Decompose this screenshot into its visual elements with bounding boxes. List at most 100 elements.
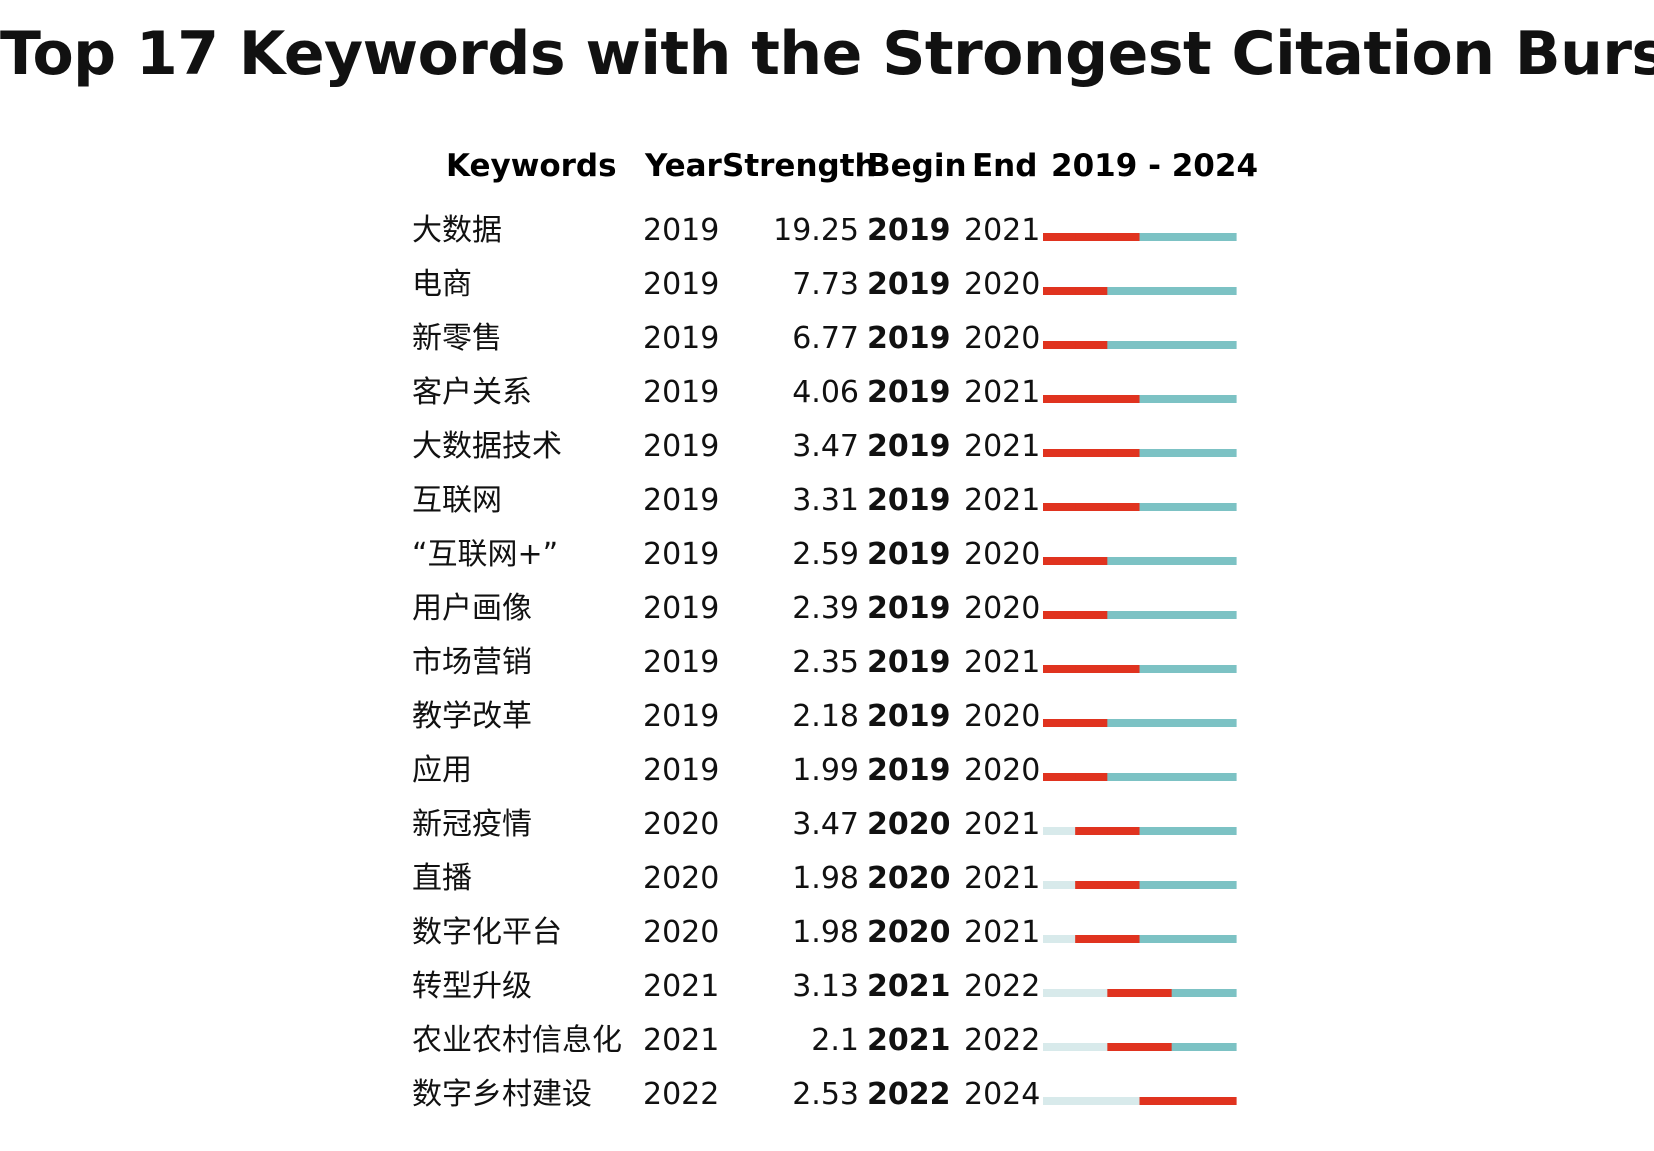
timeline-segment-active xyxy=(1171,989,1205,997)
table-row: 互联网 2019 3.31 2019 2021 xyxy=(412,483,1237,518)
timeline-segment-active xyxy=(1139,395,1173,403)
table-row: 数字化平台 2020 1.98 2020 2021 xyxy=(412,915,1237,950)
timeline-segment-burst xyxy=(1075,449,1108,457)
timeline-segment-burst xyxy=(1107,827,1141,835)
burst-timeline xyxy=(1043,827,1237,835)
timeline-segment-inactive xyxy=(1107,1097,1141,1105)
timeline-segment-burst xyxy=(1139,989,1173,997)
timeline-segment-burst xyxy=(1075,503,1108,511)
burst-timeline xyxy=(1043,341,1237,349)
timeline-segment-burst xyxy=(1075,611,1108,619)
timeline-segment-active xyxy=(1171,935,1205,943)
table-row: 直播 2020 1.98 2020 2021 xyxy=(412,861,1237,896)
timeline-segment-active xyxy=(1203,1043,1237,1051)
burst-timeline xyxy=(1043,233,1237,241)
timeline-segment-active xyxy=(1171,881,1205,889)
timeline-segment-burst xyxy=(1139,1097,1173,1105)
timeline-segment-burst xyxy=(1171,1097,1205,1105)
timeline-segment-burst xyxy=(1075,341,1108,349)
timeline-segment-burst xyxy=(1043,719,1076,727)
table-row: 市场营销 2019 2.35 2019 2021 xyxy=(412,645,1237,680)
timeline-segment-burst xyxy=(1107,1043,1141,1051)
strength-value: 3.13 xyxy=(792,969,859,1004)
burst-timeline xyxy=(1043,287,1237,295)
strength-value: 3.47 xyxy=(792,429,859,464)
timeline-segment-active xyxy=(1203,503,1237,511)
timeline-segment-active xyxy=(1203,395,1237,403)
end-value: 2020 xyxy=(964,267,1040,302)
timeline-segment-burst xyxy=(1043,287,1076,295)
timeline-segment-burst xyxy=(1107,881,1141,889)
keyword-label: 应用 xyxy=(412,753,472,788)
end-value: 2024 xyxy=(964,1077,1040,1112)
begin-value: 2019 xyxy=(867,483,951,518)
strength-value: 2.53 xyxy=(792,1077,859,1112)
burst-timeline xyxy=(1043,719,1237,727)
end-value: 2020 xyxy=(964,537,1040,572)
table-row: 大数据技术 2019 3.47 2019 2021 xyxy=(412,429,1237,464)
timeline-segment-burst xyxy=(1075,233,1108,241)
table-row: 农业农村信息化 2021 2.1 2021 2022 xyxy=(412,1023,1237,1058)
timeline-segment-burst xyxy=(1107,395,1141,403)
timeline-segment-burst xyxy=(1107,449,1141,457)
table-row: “互联网+” 2019 2.59 2019 2020 xyxy=(412,537,1237,572)
timeline-segment-active xyxy=(1203,287,1237,295)
end-value: 2021 xyxy=(964,807,1040,842)
timeline-segment-inactive xyxy=(1043,989,1076,997)
begin-value: 2019 xyxy=(867,213,951,248)
timeline-segment-active xyxy=(1171,611,1205,619)
timeline-segment-inactive xyxy=(1075,1043,1108,1051)
begin-value: 2020 xyxy=(867,915,951,950)
header-timeline-range: 2019 - 2024 xyxy=(1051,148,1258,184)
year-value: 2020 xyxy=(643,807,719,842)
end-value: 2021 xyxy=(964,375,1040,410)
year-value: 2019 xyxy=(643,267,719,302)
timeline-segment-active xyxy=(1107,719,1141,727)
year-value: 2021 xyxy=(643,1023,719,1058)
strength-value: 4.06 xyxy=(792,375,859,410)
table-row: 新冠疫情 2020 3.47 2020 2021 xyxy=(412,807,1237,842)
header-strength: Strength xyxy=(722,148,877,184)
timeline-segment-active xyxy=(1107,611,1141,619)
year-value: 2019 xyxy=(643,483,719,518)
table-row: 客户关系 2019 4.06 2019 2021 xyxy=(412,375,1237,410)
timeline-segment-active xyxy=(1139,287,1173,295)
burst-timeline xyxy=(1043,395,1237,403)
keyword-label: 电商 xyxy=(412,267,472,302)
year-value: 2019 xyxy=(643,213,719,248)
strength-value: 7.73 xyxy=(792,267,859,302)
timeline-segment-active xyxy=(1139,665,1173,673)
timeline-segment-burst xyxy=(1075,287,1108,295)
burst-timeline xyxy=(1043,665,1237,673)
keyword-label: 客户关系 xyxy=(412,375,532,410)
begin-value: 2019 xyxy=(867,429,951,464)
year-value: 2019 xyxy=(643,699,719,734)
timeline-segment-active xyxy=(1171,827,1205,835)
timeline-segment-active xyxy=(1203,719,1237,727)
timeline-segment-active xyxy=(1171,719,1205,727)
timeline-segment-active xyxy=(1139,503,1173,511)
begin-value: 2020 xyxy=(867,861,951,896)
timeline-segment-inactive xyxy=(1043,1043,1076,1051)
burst-timeline xyxy=(1043,881,1237,889)
timeline-segment-active xyxy=(1171,341,1205,349)
timeline-segment-active xyxy=(1107,773,1141,781)
year-value: 2019 xyxy=(643,429,719,464)
end-value: 2021 xyxy=(964,429,1040,464)
year-value: 2019 xyxy=(643,591,719,626)
strength-value: 3.31 xyxy=(792,483,859,518)
table-row: 数字乡村建设 2022 2.53 2022 2024 xyxy=(412,1077,1237,1112)
timeline-segment-active xyxy=(1171,287,1205,295)
strength-value: 2.18 xyxy=(792,699,859,734)
strength-value: 19.25 xyxy=(773,213,859,248)
burst-timeline xyxy=(1043,1043,1237,1051)
timeline-segment-active xyxy=(1139,935,1173,943)
timeline-segment-active xyxy=(1203,611,1237,619)
keyword-label: 农业农村信息化 xyxy=(412,1023,622,1058)
strength-value: 3.47 xyxy=(792,807,859,842)
end-value: 2021 xyxy=(964,213,1040,248)
burst-timeline xyxy=(1043,935,1237,943)
timeline-segment-inactive xyxy=(1075,989,1108,997)
timeline-segment-inactive xyxy=(1075,1097,1108,1105)
